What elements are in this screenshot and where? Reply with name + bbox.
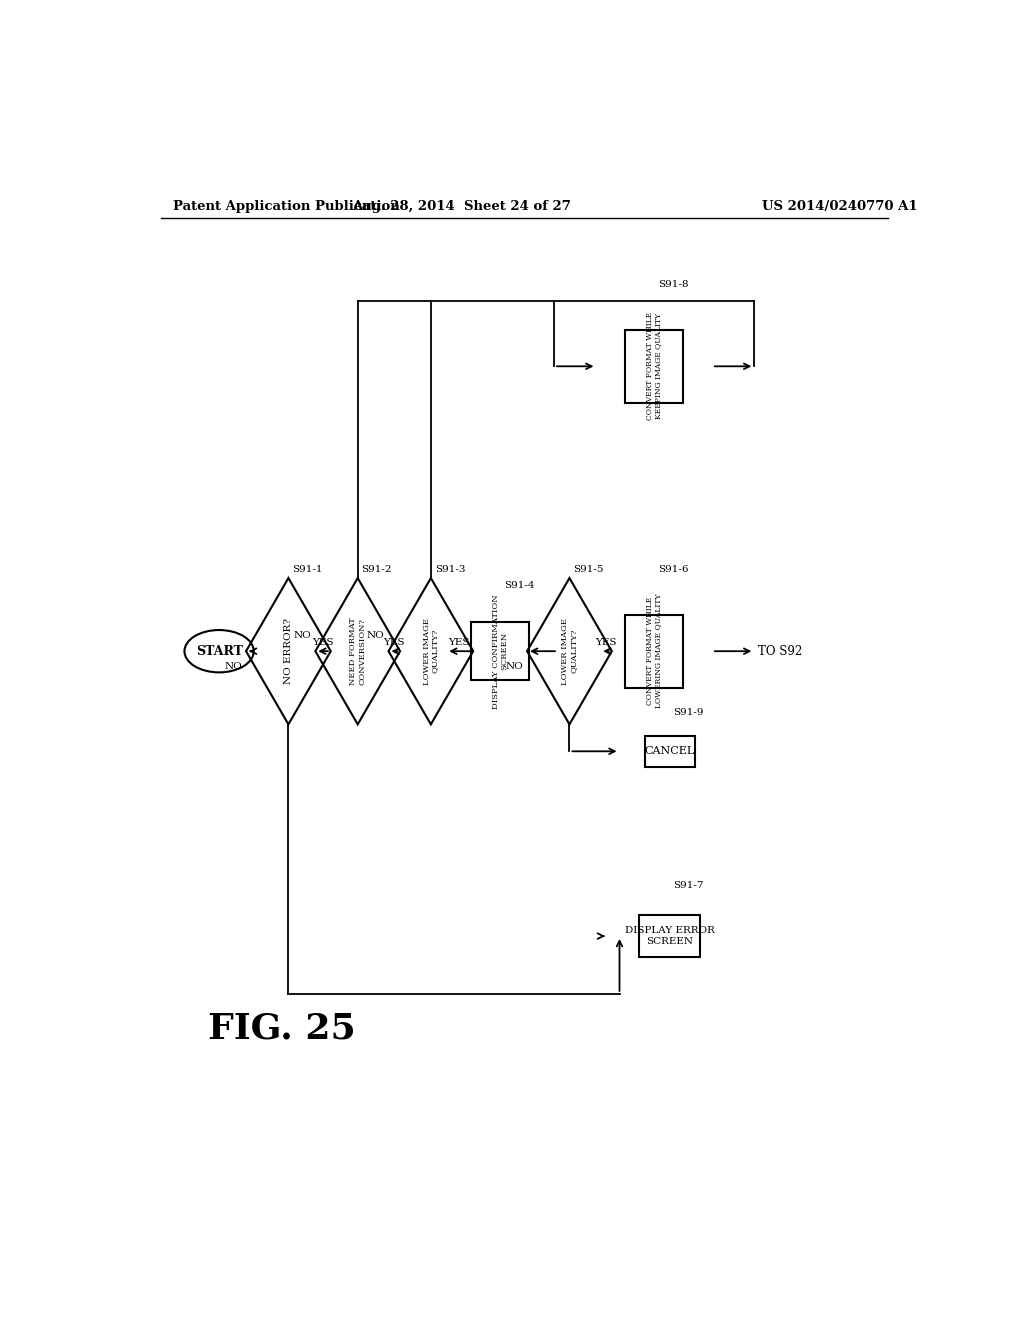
Bar (626, 330, 683, 403)
Text: YES: YES (312, 639, 334, 647)
Text: S91-4: S91-4 (504, 581, 535, 590)
Text: CONVERT FORMAT WHILE
KEEPING IMAGE QUALITY: CONVERT FORMAT WHILE KEEPING IMAGE QUALI… (646, 312, 663, 421)
Text: CANCEL: CANCEL (644, 746, 694, 756)
Text: LOWER IMAGE
QUALITY?: LOWER IMAGE QUALITY? (561, 618, 578, 685)
Text: US 2014/0240770 A1: US 2014/0240770 A1 (762, 199, 918, 213)
Text: YES: YES (595, 639, 616, 647)
Text: FIG. 25: FIG. 25 (208, 1011, 355, 1045)
Text: START: START (196, 644, 243, 657)
Bar (626, 615, 683, 688)
Text: Aug. 28, 2014  Sheet 24 of 27: Aug. 28, 2014 Sheet 24 of 27 (352, 199, 571, 213)
Bar (644, 737, 694, 767)
Text: NO: NO (224, 663, 243, 671)
Bar (471, 622, 529, 680)
Text: Patent Application Publication: Patent Application Publication (173, 199, 399, 213)
Text: YES: YES (449, 639, 470, 647)
Text: S91-6: S91-6 (658, 565, 688, 574)
Text: S91-5: S91-5 (573, 565, 604, 574)
Bar (639, 915, 700, 957)
Text: TO S92: TO S92 (758, 644, 803, 657)
Text: NO: NO (294, 631, 311, 640)
Text: S91-7: S91-7 (674, 880, 703, 890)
Text: S91-2: S91-2 (361, 565, 392, 574)
Text: YES: YES (383, 639, 404, 647)
Text: NO: NO (506, 663, 523, 671)
Text: S91-3: S91-3 (435, 565, 465, 574)
Text: NO ERROR?: NO ERROR? (284, 618, 293, 684)
Text: NO: NO (367, 631, 385, 640)
Text: S91-9: S91-9 (674, 708, 703, 717)
Text: DISPLAY CONFIRMATION
SCREEN: DISPLAY CONFIRMATION SCREEN (492, 594, 509, 709)
Text: CONVERT FORMAT WHILE
LOWERING IMAGE QUALITY: CONVERT FORMAT WHILE LOWERING IMAGE QUAL… (646, 594, 663, 709)
Text: S91-8: S91-8 (658, 280, 688, 289)
Text: S91-1: S91-1 (292, 565, 323, 574)
Text: LOWER IMAGE
QUALITY?: LOWER IMAGE QUALITY? (423, 618, 439, 685)
Text: DISPLAY ERROR
SCREEN: DISPLAY ERROR SCREEN (625, 927, 715, 946)
Text: NEED FORMAT
CONVERSION?: NEED FORMAT CONVERSION? (349, 618, 366, 685)
